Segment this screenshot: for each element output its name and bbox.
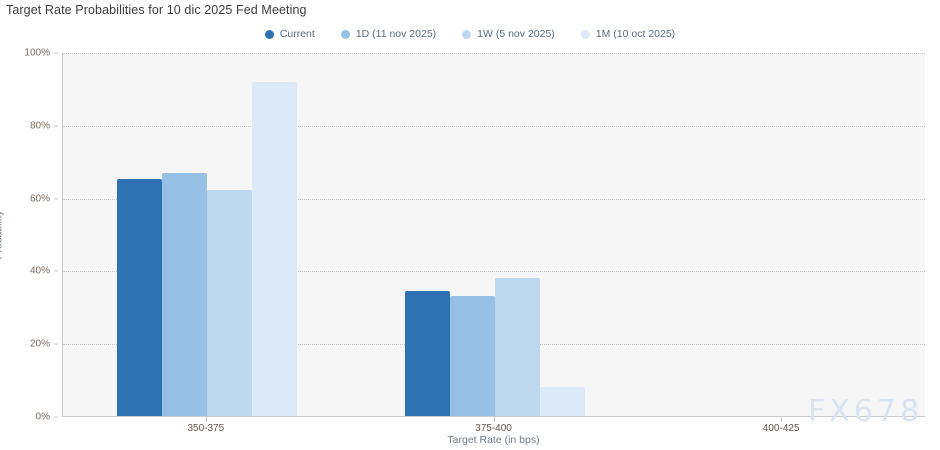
x-axis-labels: 350-375 375-400 400-425 xyxy=(62,417,925,437)
legend-swatch-icon xyxy=(462,29,472,39)
x-tick-mark xyxy=(781,417,783,422)
y-tick-label: 80% xyxy=(29,120,50,132)
legend-swatch-icon xyxy=(264,29,274,39)
gridline xyxy=(63,271,925,273)
y-tick-label: 20% xyxy=(29,338,50,350)
x-axis-title: Target Rate (in bps) xyxy=(447,434,540,446)
y-tick-label: 100% xyxy=(24,47,50,59)
legend-label: 1M (10 oct 2025) xyxy=(595,28,676,40)
gridline xyxy=(63,125,925,127)
y-tick-mark xyxy=(54,416,58,418)
x-tick-label: 375-400 xyxy=(475,423,512,434)
chart-legend: Current 1D (11 nov 2025) 1W (5 nov 2025) 1M… xyxy=(0,28,940,40)
legend-item[interactable]: 1D (11 nov 2025) xyxy=(340,28,437,40)
legend-swatch-icon xyxy=(340,29,350,39)
bar[interactable] xyxy=(251,81,297,416)
legend-label: 1W (5 nov 2025) xyxy=(477,28,555,40)
bar[interactable] xyxy=(206,190,252,416)
bar[interactable] xyxy=(449,295,495,416)
y-tick-mark xyxy=(54,270,58,272)
y-tick-label: 60% xyxy=(29,193,50,205)
plot-area xyxy=(62,53,925,417)
legend-item[interactable]: 1W (5 nov 2025) xyxy=(462,28,555,40)
legend-label: 1D (11 nov 2025) xyxy=(355,28,437,40)
legend-swatch-icon xyxy=(580,29,590,39)
bar[interactable] xyxy=(404,290,450,416)
y-tick-mark xyxy=(54,52,58,54)
x-tick-mark xyxy=(205,417,207,422)
y-axis-title: Probability xyxy=(0,210,5,260)
gridline xyxy=(63,198,925,200)
bar[interactable] xyxy=(161,172,207,416)
bars-layer xyxy=(63,53,925,416)
y-tick-label: 40% xyxy=(29,265,50,277)
x-tick-label: 400-425 xyxy=(762,423,800,434)
y-tick-label: 0% xyxy=(35,411,50,423)
legend-item[interactable]: 1M (10 oct 2025) xyxy=(580,28,676,40)
bar[interactable] xyxy=(494,277,540,416)
bar[interactable] xyxy=(539,386,585,416)
x-tick-label: 350-375 xyxy=(187,423,225,434)
y-tick-mark xyxy=(54,198,58,200)
y-axis-labels: Probability 0% 20% 40% 60% 80% 100% xyxy=(0,48,58,423)
legend-label: Current xyxy=(279,28,315,40)
page-title: Target Rate Probabilities for 10 dic 202… xyxy=(6,3,307,17)
x-tick-mark xyxy=(493,417,495,422)
legend-item[interactable]: Current xyxy=(264,28,315,40)
gridline xyxy=(63,53,925,54)
bar[interactable] xyxy=(116,179,162,416)
y-tick-mark xyxy=(54,125,58,127)
y-tick-mark xyxy=(54,343,58,345)
